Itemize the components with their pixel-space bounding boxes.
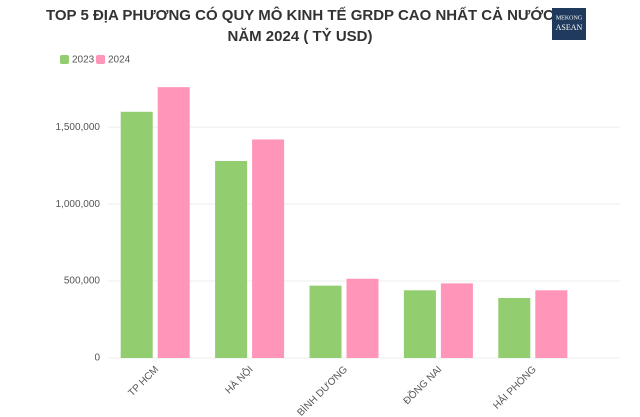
bar: [157, 87, 190, 359]
bar: [498, 297, 531, 358]
logo-text: ASEAN: [556, 23, 583, 32]
y-tick-label: 0: [94, 353, 100, 364]
bar: [535, 290, 568, 358]
x-tick-label: ĐỒNG NAI: [400, 363, 444, 407]
y-tick-label: 500,000: [64, 276, 101, 287]
bar: [309, 285, 342, 358]
y-tick-label: 1,500,000: [56, 122, 101, 133]
bar: [120, 111, 153, 359]
legend-label: 2024: [108, 55, 131, 66]
chart-title: NĂM 2024 ( TỶ USD): [227, 28, 372, 45]
x-tick-label: HẢI PHÒNG: [490, 363, 539, 412]
logo-box: [552, 8, 586, 40]
legend-swatch: [96, 55, 105, 64]
y-tick-label: 1,000,000: [56, 199, 101, 210]
bar: [440, 283, 473, 358]
legend-label: 2023: [72, 55, 95, 66]
legend-swatch: [60, 55, 69, 64]
logo-text: MEKONG: [556, 15, 583, 21]
bar: [215, 161, 248, 358]
x-tick-label: HÀ NỘI: [222, 363, 256, 397]
bar: [346, 278, 379, 358]
x-tick-label: TP HCM: [126, 364, 161, 399]
bar: [252, 139, 285, 358]
bar: [403, 290, 436, 358]
x-tick-label: BÌNH DƯƠNG: [294, 363, 350, 417]
chart-title: TOP 5 ĐỊA PHƯƠNG CÓ QUY MÔ KINH TẾ GRDP …: [46, 6, 554, 24]
